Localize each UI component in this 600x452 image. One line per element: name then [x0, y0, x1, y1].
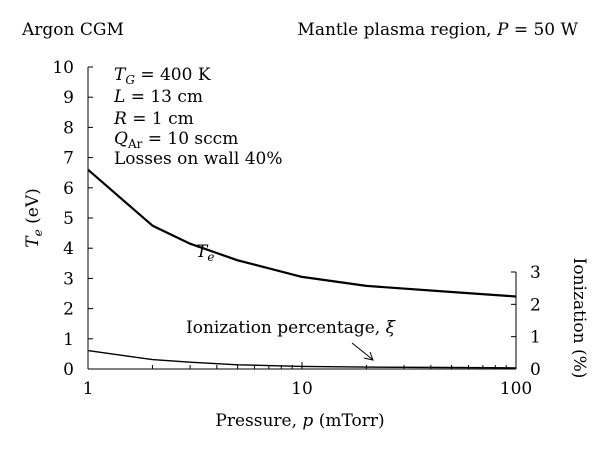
ionization-series-label: Ionization percentage, ξ: [186, 318, 397, 338]
y-left-tick-label: 6: [63, 179, 74, 199]
y-left-tick-label: 1: [63, 330, 74, 350]
series-layer: [87, 168, 517, 369]
header-left-label: Argon CGM: [21, 20, 124, 40]
y-left-tick-label: 10: [52, 58, 74, 78]
y-left-tick-label: 2: [63, 300, 74, 320]
te-series-label: Te: [196, 242, 214, 264]
y-left-tick-label: 5: [63, 209, 74, 229]
y-axis-right-title: Ionization (%): [569, 258, 589, 379]
param-losses: Losses on wall 40%: [114, 149, 283, 169]
y-right-tick-label: 0: [530, 360, 541, 380]
y-left-tick-label: 8: [63, 118, 74, 138]
y-axis-left-title: Te (eV): [23, 188, 45, 247]
param-qar: QAr = 10 sccm: [114, 129, 238, 151]
y-left-tick-label: 7: [63, 149, 74, 169]
y-left-tick-label: 0: [63, 360, 74, 380]
y-right-tick-label: 3: [530, 263, 541, 283]
y-left-tick-label: 9: [63, 88, 74, 108]
ionization-arrow: [351, 342, 373, 360]
y-right-tick-label: 1: [530, 328, 541, 348]
header-right-label: Mantle plasma region, P = 50 W: [297, 20, 578, 40]
ionization-series-line: [87, 349, 517, 369]
x-tick-label: 1: [83, 379, 94, 399]
x-tick-label: 100: [500, 379, 532, 399]
x-tick-label: 10: [291, 379, 313, 399]
te-series-line: [87, 168, 517, 298]
ionization-arrowhead: [363, 351, 374, 361]
param-r: R = 1 cm: [113, 109, 194, 129]
x-axis-title: Pressure, p (mTorr): [215, 411, 384, 431]
param-l: L = 13 cm: [113, 87, 203, 107]
y-left-tick-label: 3: [63, 269, 74, 289]
y-left-tick-label: 4: [63, 239, 74, 259]
parameter-block: TG = 400 K L = 13 cm R = 1 cm QAr = 10 s…: [113, 65, 283, 169]
param-tg: TG = 400 K: [114, 65, 211, 87]
y-right-tick-label: 2: [530, 295, 541, 315]
